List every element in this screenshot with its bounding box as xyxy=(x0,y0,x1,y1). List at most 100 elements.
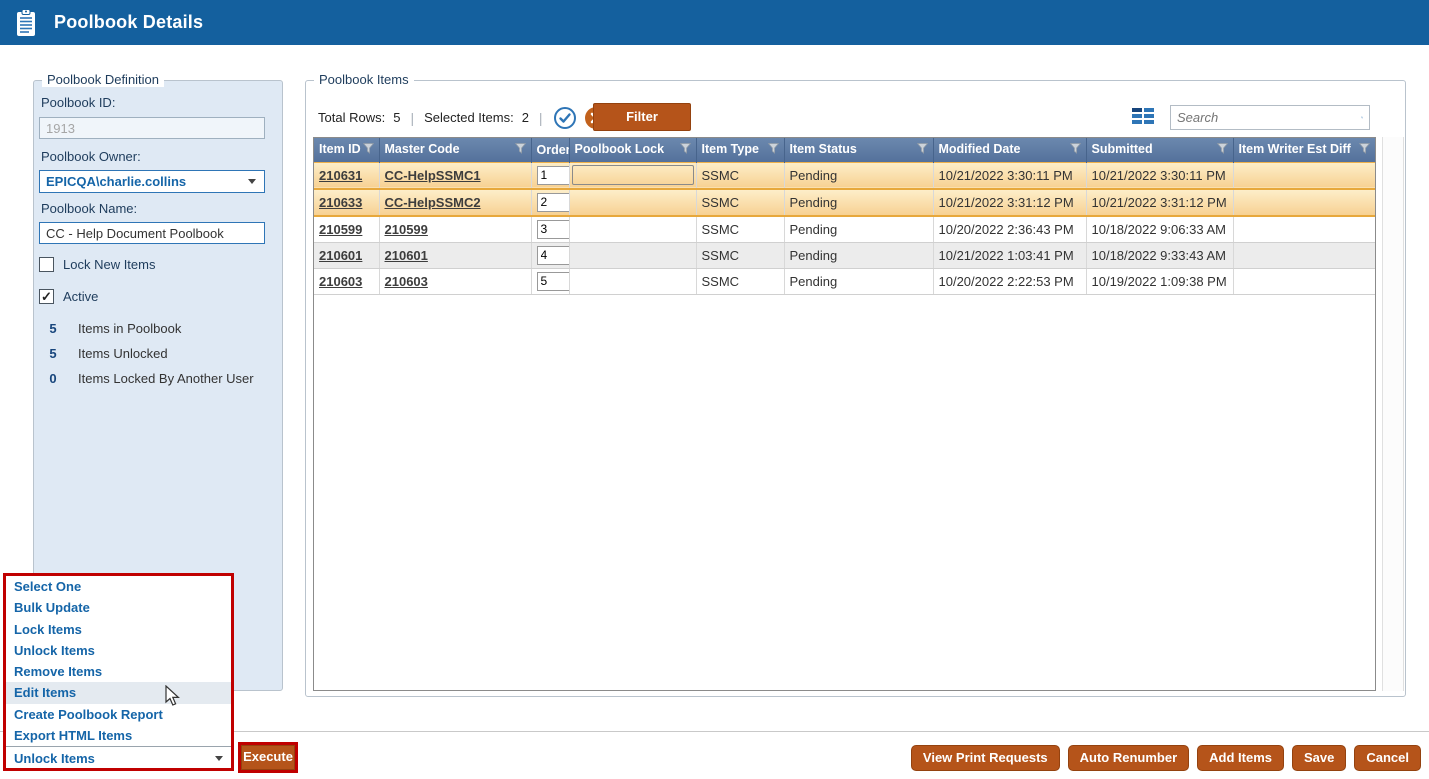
filter-selections-button[interactable]: Filter Selections xyxy=(593,103,691,150)
menu-item-unlock-items[interactable]: Unlock Items xyxy=(14,642,95,658)
filter-icon[interactable] xyxy=(1358,143,1370,157)
col-header-submitted[interactable]: Submitted xyxy=(1086,138,1234,162)
chevron-down-icon xyxy=(215,755,223,761)
filter-icon[interactable] xyxy=(514,143,526,157)
filter-icon[interactable] xyxy=(767,143,779,157)
auto-renumber-button[interactable]: Auto Renumber xyxy=(1067,745,1190,771)
menu-item-select-one[interactable]: Select One xyxy=(14,579,82,594)
selected-items-label: Selected Items: xyxy=(424,110,514,125)
poolbook-lock-cell-focus[interactable] xyxy=(571,165,694,185)
total-rows-label: Total Rows: xyxy=(318,110,386,125)
poolbook-name-label: Poolbook Name: xyxy=(41,201,138,216)
filter-icon[interactable] xyxy=(679,143,691,157)
vertical-scrollbar[interactable] xyxy=(1382,137,1404,691)
submitted-cell: 10/18/2022 9:06:33 AM xyxy=(1086,215,1234,243)
filter-icon[interactable] xyxy=(1069,143,1081,157)
filter-icon[interactable] xyxy=(362,143,374,157)
item-status-cell: Pending xyxy=(784,161,934,190)
order-input[interactable] xyxy=(536,271,568,291)
master-code-link[interactable]: 210603 xyxy=(384,273,428,289)
order-input[interactable] xyxy=(536,219,568,239)
stat-items-locked-other: 0 Items Locked By Another User xyxy=(46,371,253,386)
item-type-cell: SSMC xyxy=(696,161,785,190)
menu-item-remove-items[interactable]: Remove Items xyxy=(14,664,103,680)
actions-select[interactable]: Unlock Items xyxy=(6,746,231,769)
item-id-link[interactable]: 210631 xyxy=(319,167,363,183)
item-status-cell: Pending xyxy=(784,268,934,295)
column-chooser-icon[interactable] xyxy=(1132,108,1154,130)
table-row[interactable]: 210603 210603 SSMC Pending 10/20/2022 2:… xyxy=(314,268,1375,295)
item-writer-est-diff-cell xyxy=(1233,188,1375,217)
definition-legend: Poolbook Definition xyxy=(42,72,165,87)
footer-divider xyxy=(0,731,1429,732)
modified-date-cell: 10/20/2022 2:22:53 PM xyxy=(933,268,1087,295)
col-header-item-writer-est-diff[interactable]: Item Writer Est Diff xyxy=(1233,138,1375,162)
filter-icon[interactable] xyxy=(916,143,928,157)
chevron-down-icon xyxy=(248,179,256,184)
active-label: Active xyxy=(63,289,99,304)
order-input[interactable] xyxy=(536,165,568,185)
actions-select-value: Unlock Items xyxy=(14,750,95,766)
poolbook-name-field[interactable] xyxy=(39,222,265,244)
col-header-modified-date[interactable]: Modified Date xyxy=(933,138,1087,162)
col-header-order[interactable]: Order xyxy=(531,138,570,162)
modified-date-cell: 10/21/2022 1:03:41 PM xyxy=(933,242,1087,269)
table-row[interactable]: 210601 210601 SSMC Pending 10/21/2022 1:… xyxy=(314,242,1375,269)
stat-items-unlocked: 5 Items Unlocked xyxy=(46,346,167,361)
filter-icon[interactable] xyxy=(1216,143,1228,157)
cancel-button[interactable]: Cancel xyxy=(1354,745,1421,771)
search-input[interactable] xyxy=(1171,110,1361,125)
item-id-link[interactable]: 210601 xyxy=(319,247,363,263)
table-row[interactable]: 210633 CC-HelpSSMC2 SSMC Pending 10/21/2… xyxy=(314,188,1375,217)
item-type-cell: SSMC xyxy=(696,268,785,295)
lock-new-items-row: Lock New Items xyxy=(39,257,155,272)
table-row[interactable]: 210599 210599 SSMC Pending 10/20/2022 2:… xyxy=(314,215,1375,243)
poolbook-owner-select[interactable]: EPICQA\charlie.collins xyxy=(39,170,265,193)
search-icon[interactable] xyxy=(1361,110,1363,125)
execute-annotation: Execute xyxy=(238,742,298,773)
actions-menu-annotation: Select One Bulk Update Lock Items Unlock… xyxy=(3,573,234,771)
poolbook-lock-cell xyxy=(569,188,697,217)
col-header-item-type[interactable]: Item Type xyxy=(696,138,785,162)
poolbook-lock-cell xyxy=(569,268,697,295)
toolbar-separator: | xyxy=(410,109,415,126)
execute-button[interactable]: Execute xyxy=(241,745,295,770)
master-code-link[interactable]: CC-HelpSSMC2 xyxy=(384,194,481,210)
master-code-link[interactable]: 210601 xyxy=(384,247,428,263)
menu-item-create-poolbook-report[interactable]: Create Poolbook Report xyxy=(14,706,163,722)
menu-item-edit-items[interactable]: Edit Items xyxy=(6,682,231,704)
item-id-link[interactable]: 210603 xyxy=(319,273,363,289)
item-writer-est-diff-cell xyxy=(1233,161,1375,190)
order-input[interactable] xyxy=(536,192,568,212)
order-input[interactable] xyxy=(536,245,568,265)
col-header-master-code[interactable]: Master Code xyxy=(379,138,532,162)
search-box xyxy=(1170,105,1370,130)
select-all-check-icon[interactable] xyxy=(553,106,577,130)
view-print-requests-button[interactable]: View Print Requests xyxy=(910,745,1060,771)
stat-items-in-poolbook: 5 Items in Poolbook xyxy=(46,321,181,336)
menu-item-bulk-update[interactable]: Bulk Update xyxy=(14,600,90,616)
active-checkbox[interactable]: ✓ xyxy=(39,289,54,304)
clipboard-icon xyxy=(14,7,40,39)
col-header-poolbook-lock[interactable]: Poolbook Lock xyxy=(569,138,697,162)
master-code-link[interactable]: CC-HelpSSMC1 xyxy=(384,167,481,183)
item-status-cell: Pending xyxy=(784,215,934,243)
item-id-link[interactable]: 210599 xyxy=(319,221,363,237)
item-type-cell: SSMC xyxy=(696,242,785,269)
menu-item-export-html-items[interactable]: Export HTML Items xyxy=(14,728,133,744)
master-code-link[interactable]: 210599 xyxy=(384,221,428,237)
table-row[interactable]: 210631 CC-HelpSSMC1 SSMC Pending 10/21/2… xyxy=(314,161,1375,190)
lock-new-items-checkbox[interactable] xyxy=(39,257,54,272)
modified-date-cell: 10/21/2022 3:31:12 PM xyxy=(933,188,1087,217)
add-items-button[interactable]: Add Items xyxy=(1197,745,1284,771)
item-writer-est-diff-cell xyxy=(1233,242,1375,269)
menu-item-lock-items[interactable]: Lock Items xyxy=(14,621,82,637)
selected-items-value: 2 xyxy=(521,110,529,125)
col-header-item-id[interactable]: Item ID xyxy=(314,138,380,162)
item-type-cell: SSMC xyxy=(696,215,785,243)
item-id-link[interactable]: 210633 xyxy=(319,194,363,210)
save-button[interactable]: Save xyxy=(1291,745,1347,771)
submitted-cell: 10/18/2022 9:33:43 AM xyxy=(1086,242,1234,269)
col-header-item-status[interactable]: Item Status xyxy=(784,138,934,162)
